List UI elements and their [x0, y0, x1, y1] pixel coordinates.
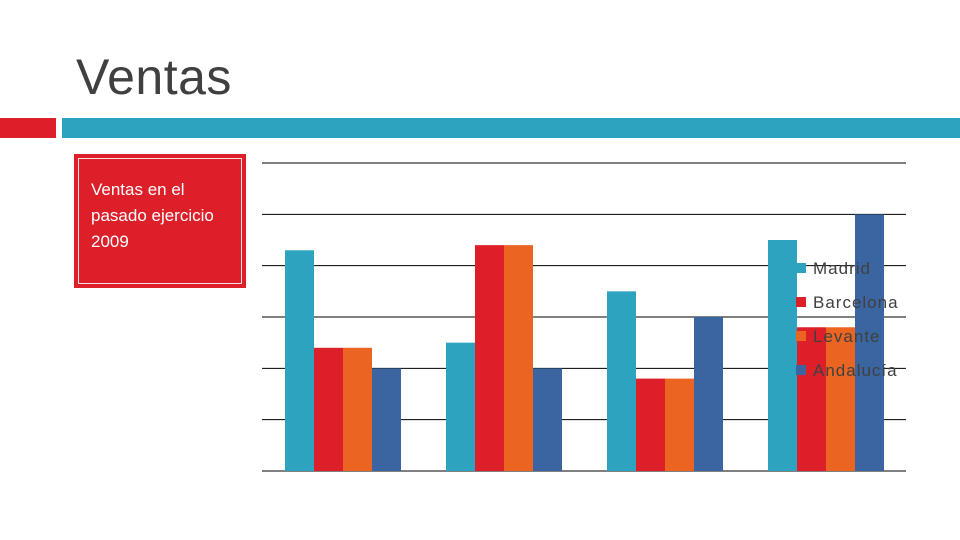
- callout-box: Ventas en el pasado ejercicio 2009: [74, 154, 246, 288]
- bar-barcelona-3: [636, 378, 665, 471]
- legend-swatch-barcelona: [796, 297, 806, 307]
- bar-barcelona-4: [797, 327, 826, 471]
- bar-andaluc-a-3: [694, 317, 723, 471]
- bar-madrid-2: [446, 342, 475, 471]
- bar-andaluc-a-4: [855, 214, 884, 472]
- bar-madrid-3: [607, 291, 636, 471]
- bar-levante-3: [665, 378, 694, 471]
- callout-text: Ventas en el pasado ejercicio 2009: [78, 158, 242, 284]
- bar-andaluc-a-1: [372, 368, 401, 471]
- legend-swatch-madrid: [796, 263, 806, 273]
- bar-levante-2: [504, 245, 533, 471]
- title-rule-teal: [62, 118, 960, 138]
- legend-label-madrid: Madrid: [813, 259, 871, 278]
- slide-title: Ventas: [76, 49, 232, 105]
- title-rule-red: [0, 118, 56, 138]
- legend-label-levante: Levante: [813, 327, 881, 346]
- bar-barcelona-1: [314, 347, 343, 471]
- bar-barcelona-2: [475, 245, 504, 471]
- legend-label-andaluc-a: Andalucía: [813, 361, 898, 380]
- bar-madrid-4: [768, 240, 797, 471]
- legend-swatch-levante: [796, 331, 806, 341]
- bar-madrid-1: [285, 250, 314, 471]
- legend-swatch-andaluc-a: [796, 365, 806, 375]
- bar-andaluc-a-2: [533, 368, 562, 471]
- chart-bars: [285, 214, 884, 472]
- bar-levante-1: [343, 347, 372, 471]
- legend-label-barcelona: Barcelona: [813, 293, 899, 312]
- bar-levante-4: [826, 327, 855, 471]
- chart-legend: Madrid Barcelona Levante Andalucía: [796, 259, 899, 380]
